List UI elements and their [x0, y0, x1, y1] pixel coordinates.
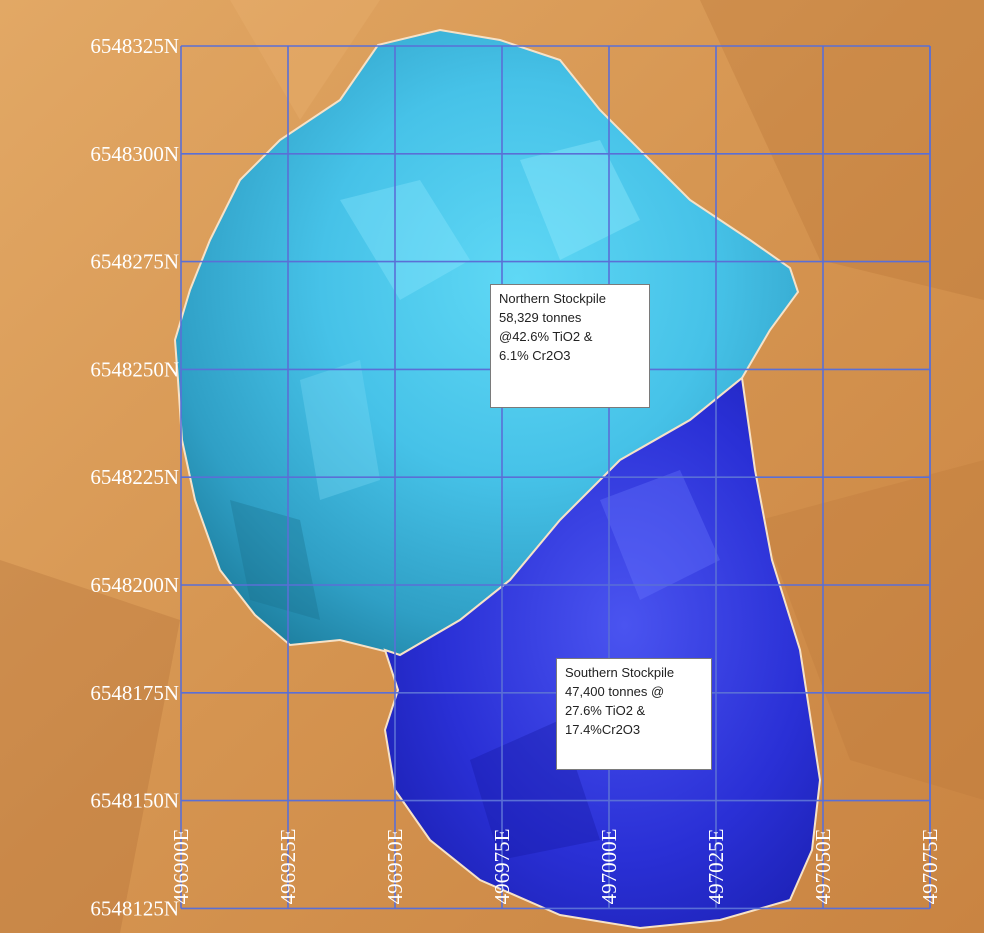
northing-label: 6548175N — [90, 681, 179, 705]
southern-line-3: 27.6% TiO2 & — [565, 703, 646, 718]
easting-label: 497050E — [811, 829, 835, 905]
northern-line-1: Northern Stockpile — [499, 291, 606, 306]
northing-label: 6548250N — [90, 357, 179, 381]
easting-label: 496975E — [490, 829, 514, 905]
southern-stockpile-label: Southern Stockpile 47,400 tonnes @ 27.6%… — [556, 658, 712, 770]
northern-line-2: 58,329 tonnes — [499, 310, 582, 325]
northing-label: 6548150N — [90, 789, 179, 813]
easting-label: 497075E — [918, 829, 942, 905]
northing-label: 6548125N — [90, 896, 179, 920]
easting-label: 496950E — [383, 829, 407, 905]
northing-label: 6548200N — [90, 573, 179, 597]
easting-label: 497000E — [597, 829, 621, 905]
southern-line-4: 17.4%Cr2O3 — [565, 722, 641, 737]
northern-stockpile-label: Northern Stockpile 58,329 tonnes @42.6% … — [490, 284, 650, 408]
easting-label: 496900E — [169, 829, 193, 905]
northing-label: 6548275N — [90, 250, 179, 274]
northing-label: 6548300N — [90, 142, 179, 166]
northern-line-3: @42.6% TiO2 & — [499, 329, 593, 344]
southern-line-1: Southern Stockpile — [565, 665, 675, 680]
northing-label: 6548225N — [90, 465, 179, 489]
easting-label: 496925E — [276, 829, 300, 905]
northing-label: 6548325N — [90, 34, 179, 58]
southern-line-2: 47,400 tonnes @ — [565, 684, 665, 699]
northern-line-4: 6.1% Cr2O3 — [499, 348, 571, 363]
southern-stockpile-region — [383, 376, 822, 930]
coordinate-labels: 6548325N 6548300N 6548275N 6548250N 6548225N… — [90, 34, 942, 920]
easting-label: 497025E — [704, 829, 728, 905]
